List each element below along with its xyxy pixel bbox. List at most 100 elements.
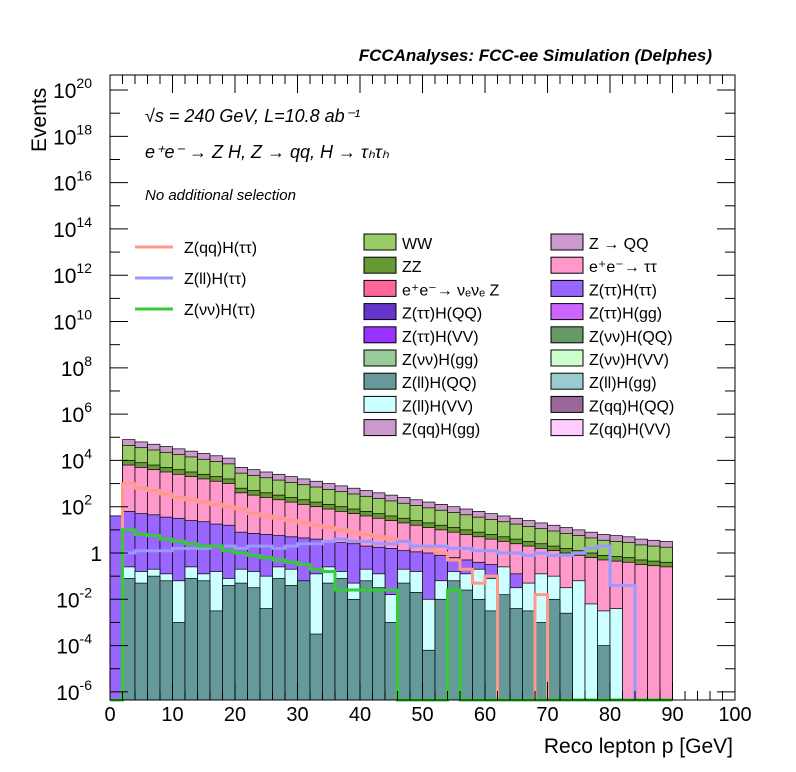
y-tick-exponent: 6 <box>84 399 92 415</box>
y-tick-base: 10 <box>53 219 76 242</box>
bar-bin <box>559 612 573 701</box>
bar-bin <box>572 580 586 701</box>
legend-color-swatch <box>363 326 397 344</box>
legend-color-swatch <box>363 233 397 251</box>
y-tick-exponent: 4 <box>84 445 92 461</box>
legend-label: Z(νν)H(ττ) <box>184 302 255 319</box>
legend-entry-box: Z(qq)H(gg) <box>363 419 480 439</box>
legend-label: Z(νν)H(QQ) <box>589 329 673 346</box>
bar-bin <box>447 580 461 701</box>
legend-color-swatch <box>363 256 397 274</box>
x-tick-label: 10 <box>161 704 183 726</box>
y-tick-base: 10 <box>61 497 84 520</box>
legend-label: e⁺e⁻→ νₑνₑ Z <box>402 282 499 299</box>
legend-label: Z(ττ)H(gg) <box>589 306 662 323</box>
x-tick-label: 30 <box>286 704 308 726</box>
legend-label: ZZ <box>402 259 422 276</box>
bar-bin <box>397 582 411 701</box>
bar-bin <box>409 592 423 701</box>
bar-bin <box>459 589 473 701</box>
y-tick-label: 106 <box>61 399 92 427</box>
bar-bin <box>184 578 198 701</box>
legend-color-swatch <box>363 395 397 413</box>
legend-color-swatch <box>363 419 397 437</box>
y-tick-label: 1010 <box>53 307 92 335</box>
legend-label: Z(qq)H(VV) <box>589 422 671 439</box>
bar-bin <box>122 578 136 701</box>
annotation-selection: No additional selection <box>145 187 296 204</box>
bar-bin <box>234 582 248 701</box>
x-tick-label: 20 <box>224 704 246 726</box>
bar-bin <box>172 622 186 701</box>
y-tick-exponent: 18 <box>76 121 92 137</box>
legend-entry-box: ZZ <box>363 256 422 276</box>
stacked-bars <box>109 439 673 701</box>
bar-bin <box>272 578 286 701</box>
bar-bin <box>547 598 561 701</box>
y-axis-label: Events <box>28 88 51 152</box>
legend-entry-box: Z(ll)H(VV) <box>363 395 473 415</box>
legend-color-swatch <box>550 279 584 297</box>
legend-label: Z(ττ)H(QQ) <box>402 306 482 323</box>
legend-color-swatch <box>363 349 397 367</box>
legend-color-swatch <box>550 256 584 274</box>
y-tick-exponent: -4 <box>80 631 93 647</box>
y-tick-exponent: 10 <box>76 307 92 323</box>
bar-bin <box>422 649 436 701</box>
bar-bin <box>472 598 486 701</box>
x-tick-label: 50 <box>411 704 433 726</box>
x-tick-label: 80 <box>599 704 621 726</box>
bar-bin <box>284 585 298 701</box>
bar-bin <box>109 515 123 701</box>
bar-bin <box>259 608 273 701</box>
legend-label: Z(ll)H(gg) <box>589 375 657 392</box>
legend-color-swatch <box>550 372 584 390</box>
y-tick-base: 10 <box>53 126 76 149</box>
bar-bin <box>597 645 611 701</box>
legend-color-swatch <box>550 303 584 321</box>
legend-entry-box: Z(qq)H(VV) <box>550 419 671 439</box>
legend-entry-box: Z → QQ <box>550 233 649 253</box>
bar-bin <box>634 564 648 701</box>
y-tick-base: 10 <box>56 682 79 705</box>
y-tick-base: 10 <box>53 80 76 103</box>
bar-bin <box>584 603 598 701</box>
legend-entry-box: e⁺e⁻→ νₑνₑ Z <box>363 279 499 299</box>
y-tick-label: 1018 <box>53 121 92 149</box>
x-tick-label: 40 <box>349 704 371 726</box>
y-tick-label: 104 <box>61 445 92 473</box>
bar-bin <box>647 565 661 701</box>
y-tick-label: 1014 <box>53 214 92 242</box>
y-tick-exponent: 20 <box>76 75 92 91</box>
y-tick-exponent: 16 <box>76 168 92 184</box>
legend-entry-box: Z(νν)H(VV) <box>550 349 669 369</box>
legend-label: WW <box>402 236 433 253</box>
legend-color-swatch <box>550 349 584 367</box>
bar-bin <box>134 582 148 701</box>
legend-label: Z(ll)H(QQ) <box>402 375 477 392</box>
legend-entry-line: Z(ll)H(ττ) <box>135 271 246 288</box>
legend-label: Z(qq)H(QQ) <box>589 398 674 415</box>
legend-entry-box: Z(ττ)H(gg) <box>550 303 662 323</box>
bar-bin <box>209 610 223 701</box>
legend-entry-box: Z(qq)H(QQ) <box>550 395 674 415</box>
legend-color-swatch <box>550 395 584 413</box>
legend-label: Z(νν)H(gg) <box>402 352 478 369</box>
legend-entry-box: Z(ll)H(QQ) <box>363 372 477 392</box>
bar-bin <box>247 587 261 701</box>
legend-color-swatch <box>550 233 584 251</box>
legend-entry-line: Z(qq)H(ττ) <box>135 240 257 257</box>
legend-label: Z → QQ <box>589 236 649 253</box>
bar-bin <box>522 610 536 701</box>
y-tick-label: 1020 <box>53 75 92 103</box>
legend-entry-box: Z(νν)H(gg) <box>363 349 478 369</box>
bar-bin <box>659 566 673 701</box>
y-tick-label: 10-2 <box>56 584 92 612</box>
bar-bin <box>197 580 211 701</box>
bar-bin <box>222 585 236 701</box>
axes: 0 10 20 30 40 50 60 70 80 90 10010-610-410-2110210… <box>53 75 752 726</box>
bar-bin <box>497 594 511 701</box>
y-tick-base: 10 <box>53 265 76 288</box>
